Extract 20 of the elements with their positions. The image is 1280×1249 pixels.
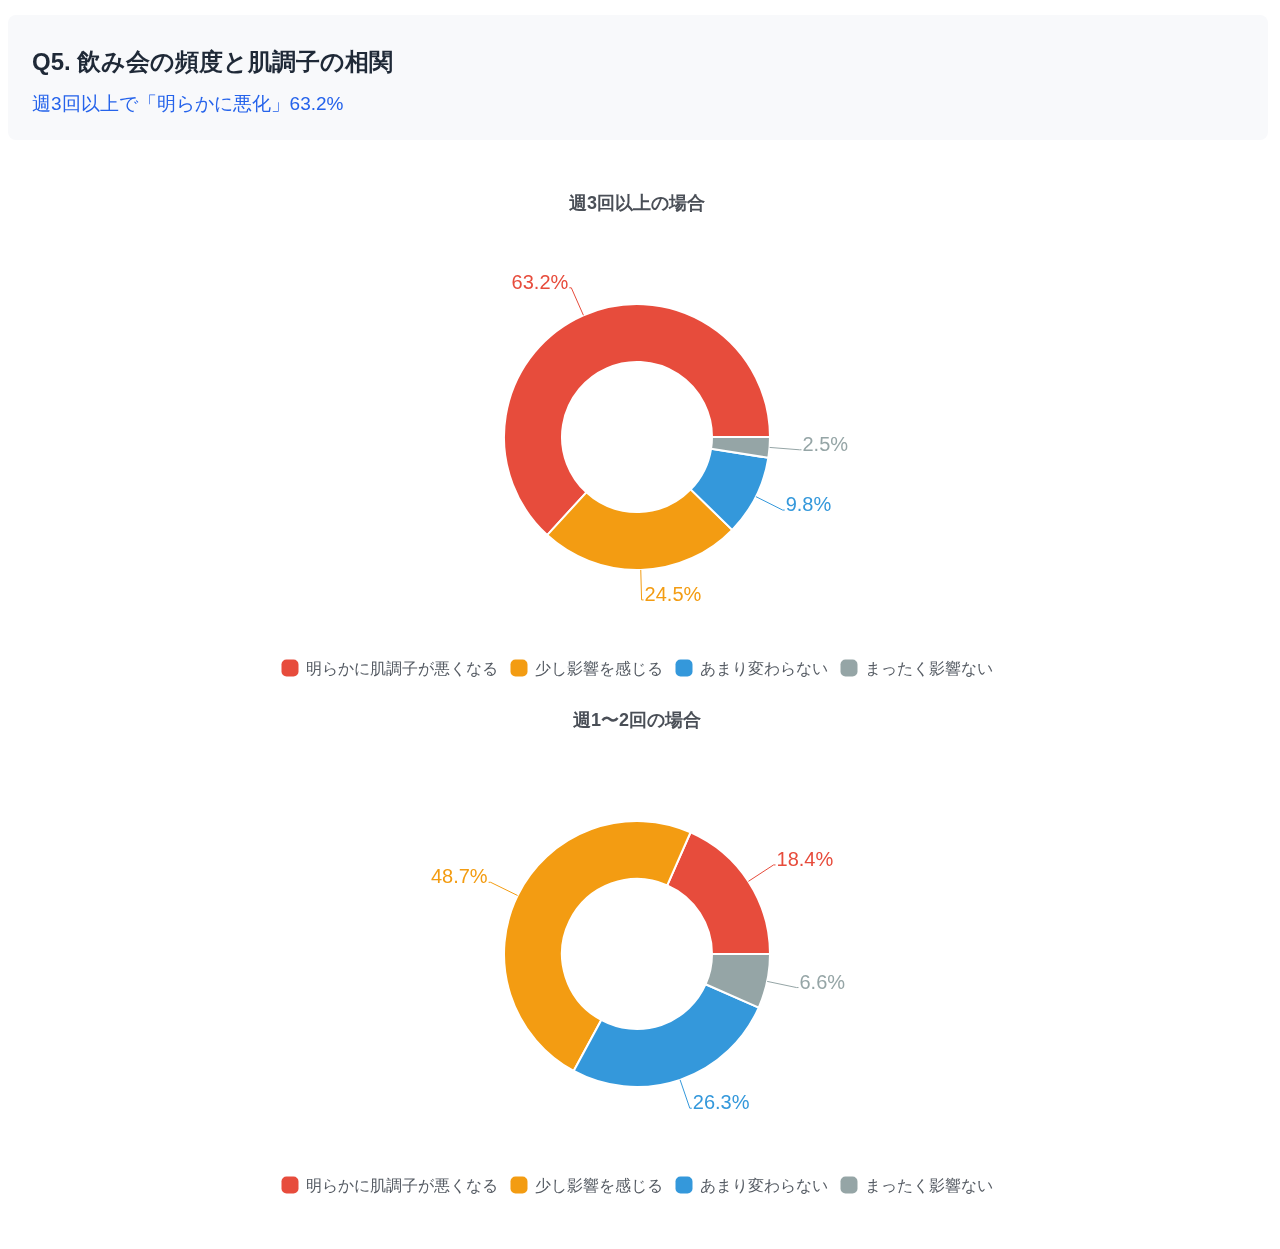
legend-label: 少し影響を感じる [534, 1177, 663, 1194]
data-label: 2.5% [802, 432, 849, 455]
chart-title: 週1〜2回の場合 [571, 710, 702, 730]
data-label: 6.6% [799, 970, 846, 993]
legend-label: 少し影響を感じる [534, 660, 663, 677]
data-label: 63.2% [511, 270, 569, 293]
legend-label: 明らかに肌調子が悪くなる [305, 660, 498, 677]
legend-label: あまり変わらない [699, 660, 828, 677]
legend-label: 明らかに肌調子が悪くなる [305, 1177, 498, 1194]
legend-label: あまり変わらない [699, 1177, 828, 1194]
data-label: 9.8% [785, 493, 832, 516]
text: Q5. 飲み会の頻度と肌調子の相関 [32, 48, 394, 75]
legend-label: まったく影響ない [864, 660, 993, 677]
chart-title: 週3回以上の場合 [567, 193, 706, 213]
data-label: 26.3% [692, 1091, 750, 1114]
data-label: 18.4% [776, 847, 834, 870]
data-label: 48.7% [430, 865, 488, 888]
data-label: 24.5% [644, 582, 702, 605]
text: 週3回以上で「明らかに悪化」63.2% [32, 93, 344, 114]
legend-label: まったく影響ない [864, 1177, 993, 1194]
